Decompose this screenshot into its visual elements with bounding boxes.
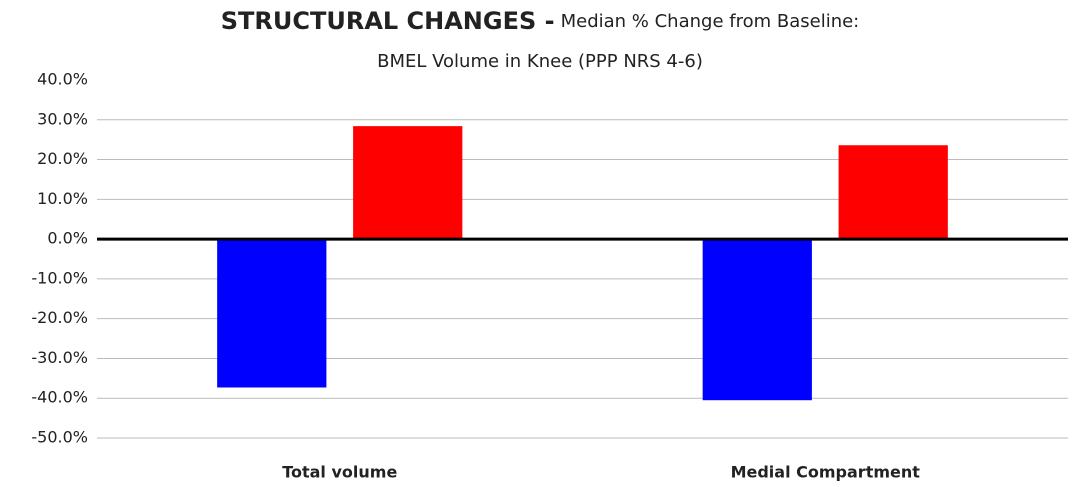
y-tick-label: 30.0% xyxy=(37,109,88,128)
y-tick-label: -40.0% xyxy=(31,388,88,407)
y-tick-label: -30.0% xyxy=(31,348,88,367)
y-tick-label: -20.0% xyxy=(31,308,88,327)
chart-subtitle: BMEL Volume in Knee (PPP NRS 4-6) xyxy=(377,51,703,72)
x-tick-label: Medial Compartment xyxy=(731,463,921,482)
bar xyxy=(217,239,327,388)
bar xyxy=(353,126,463,240)
chart-subtitle: Median % Change from Baseline: xyxy=(561,11,860,32)
y-tick-label: -50.0% xyxy=(31,428,88,447)
x-tick-label: Total volume xyxy=(282,463,397,482)
y-tick-label: 10.0% xyxy=(37,189,88,208)
bar xyxy=(702,239,812,401)
y-tick-label: 0.0% xyxy=(47,229,88,248)
bar xyxy=(838,145,948,240)
y-tick-label: 40.0% xyxy=(37,70,88,89)
chart-title: STRUCTURAL CHANGES - xyxy=(221,7,555,35)
y-tick-label: 20.0% xyxy=(37,149,88,168)
title-line: STRUCTURAL CHANGES - Median % Change from… xyxy=(221,7,860,35)
y-tick-label: -10.0% xyxy=(31,268,88,287)
